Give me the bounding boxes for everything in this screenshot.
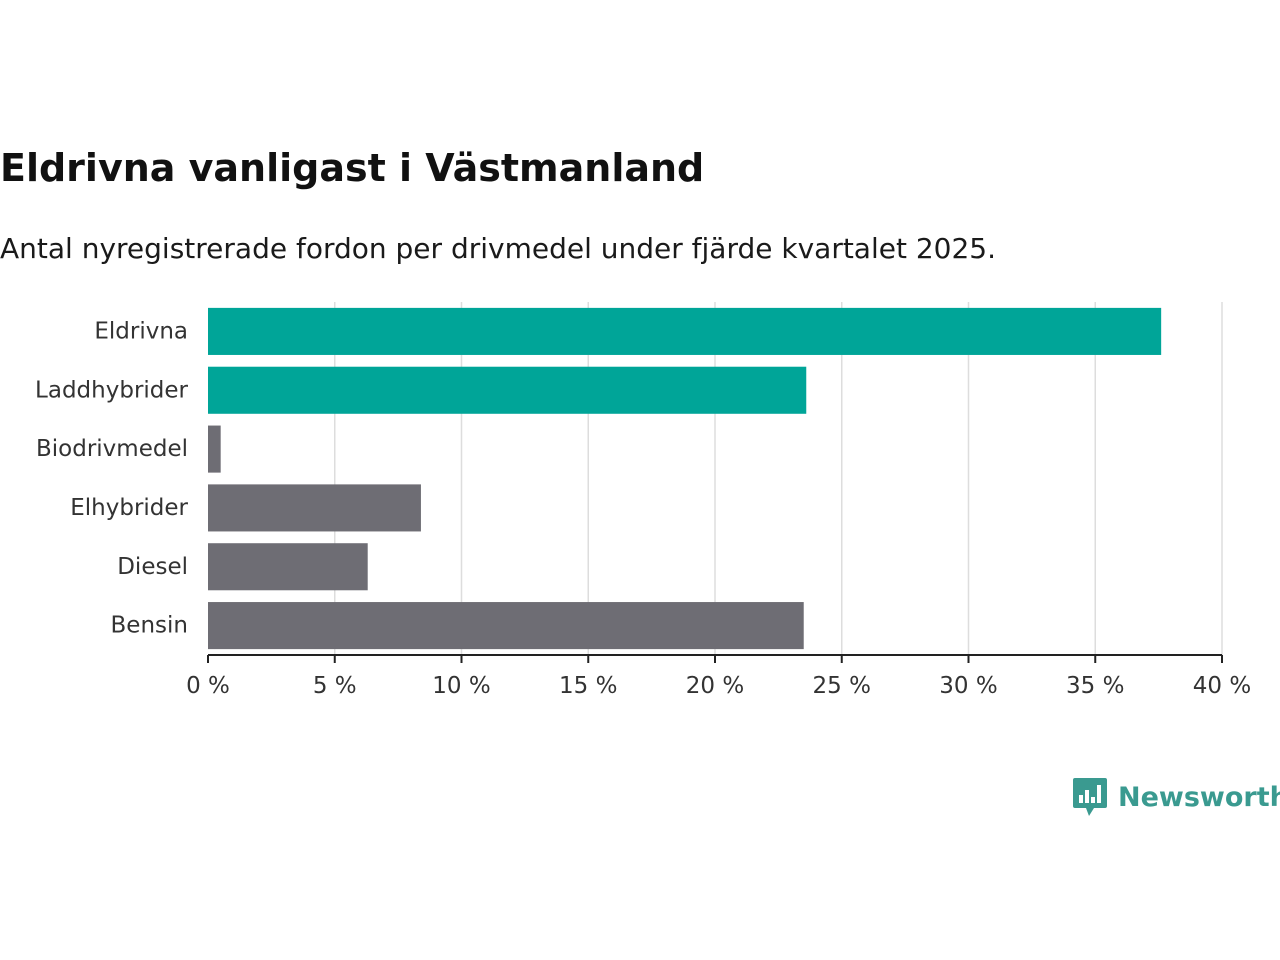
x-tick-label: 35 %: [1066, 673, 1124, 699]
category-label: Eldrivna: [94, 318, 188, 344]
brand-logo: Newsworthy: [1072, 776, 1280, 818]
bar-chart: Eldrivna Laddhybrider Biodrivmedel Elhybrid…: [35, 302, 1251, 699]
chart-subtitle: Antal nyregistrerade fordon per drivmede…: [0, 232, 997, 265]
x-tick-label: 30 %: [939, 673, 997, 699]
brand-name: Newsworthy: [1118, 781, 1280, 813]
chart-title: Eldrivna vanligast i Västmanland: [0, 146, 705, 190]
x-tick-label: 5 %: [313, 673, 357, 699]
bar-laddhybrider: [208, 366, 807, 414]
x-tick-label: 40 %: [1193, 673, 1251, 699]
category-label: Laddhybrider: [35, 377, 188, 403]
bar-biodrivmedel: [208, 425, 221, 473]
x-tick-label: 20 %: [686, 673, 744, 699]
x-tick-label: 0 %: [186, 673, 230, 699]
x-tick-label: 15 %: [559, 673, 617, 699]
category-label: Elhybrider: [70, 495, 188, 521]
x-tick-label: 25 %: [813, 673, 871, 699]
bar-bensin: [208, 602, 804, 650]
bar-diesel: [208, 543, 368, 591]
category-label: Diesel: [117, 554, 188, 580]
newsworthy-logo-icon: [1073, 778, 1107, 816]
category-label: Bensin: [111, 613, 188, 639]
bar-eldrivna: [208, 307, 1162, 355]
category-label: Biodrivmedel: [36, 436, 188, 462]
x-tick-label: 10 %: [432, 673, 490, 699]
bar-elhybrider: [208, 484, 421, 532]
